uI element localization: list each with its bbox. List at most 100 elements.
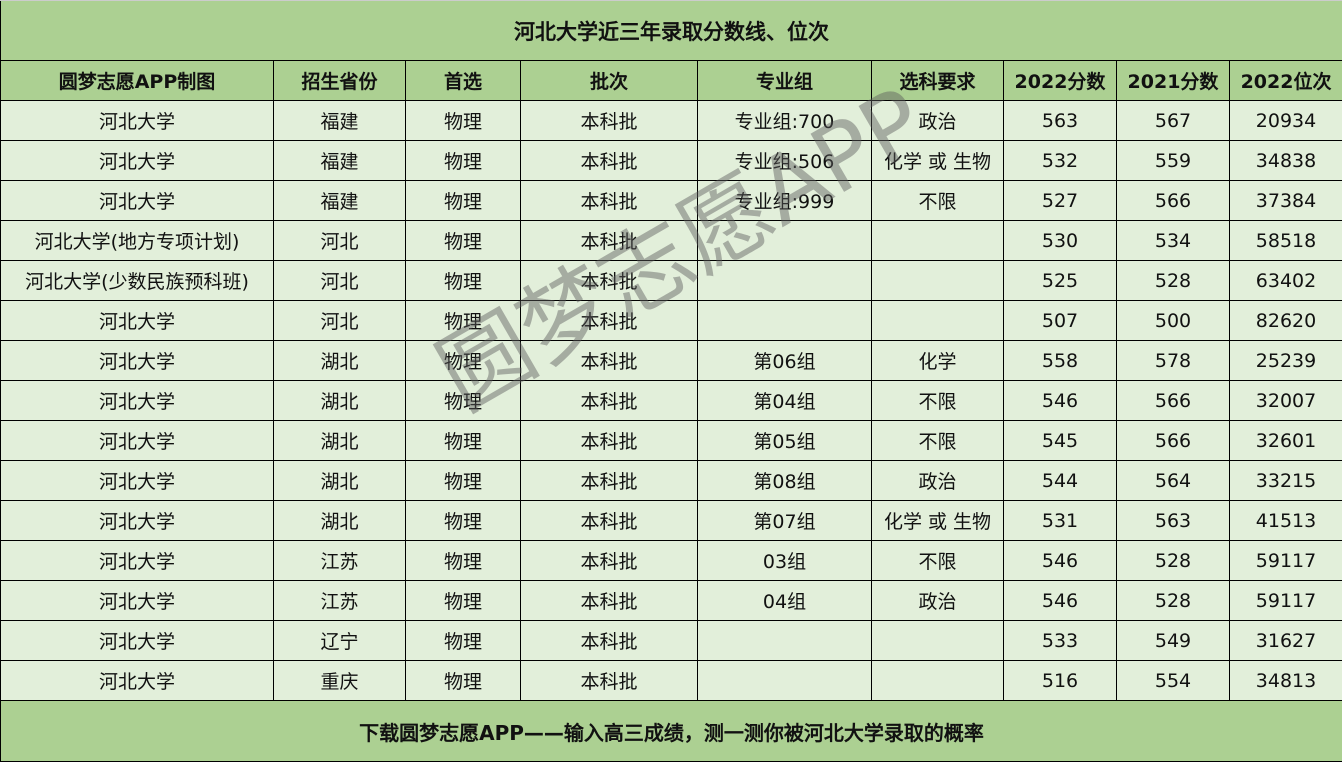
table-cell: 第04组 [698, 381, 872, 421]
table-cell: 湖北 [274, 341, 406, 381]
table-cell: 59117 [1230, 581, 1342, 621]
table-cell: 物理 [406, 141, 521, 181]
table-cell: 河北大学 [1, 141, 274, 181]
table-cell: 525 [1004, 261, 1117, 301]
table-cell: 物理 [406, 101, 521, 141]
table-cell: 河北大学 [1, 381, 274, 421]
table-cell: 559 [1117, 141, 1230, 181]
table-cell: 河北大学(地方专项计划) [1, 221, 274, 261]
table-cell: 本科批 [521, 101, 698, 141]
table-cell: 河北大学 [1, 461, 274, 501]
table-cell: 本科批 [521, 141, 698, 181]
table-cell: 528 [1117, 541, 1230, 581]
table-cell: 545 [1004, 421, 1117, 461]
table-cell: 湖北 [274, 461, 406, 501]
table-cell: 546 [1004, 541, 1117, 581]
table-cell: 专业组:506 [698, 141, 872, 181]
table-cell: 528 [1117, 581, 1230, 621]
table-cell: 533 [1004, 621, 1117, 661]
table-cell: 江苏 [274, 581, 406, 621]
table-cell [698, 261, 872, 301]
column-header: 2022分数 [1004, 61, 1117, 101]
table-cell: 500 [1117, 301, 1230, 341]
table-cell: 528 [1117, 261, 1230, 301]
table-cell [872, 661, 1004, 701]
table-cell: 549 [1117, 621, 1230, 661]
column-header: 选科要求 [872, 61, 1004, 101]
column-header: 批次 [521, 61, 698, 101]
table-cell: 32007 [1230, 381, 1342, 421]
table-cell: 本科批 [521, 381, 698, 421]
table-cell: 546 [1004, 581, 1117, 621]
table-cell: 本科批 [521, 661, 698, 701]
table-cell: 河北 [274, 221, 406, 261]
table-cell [698, 621, 872, 661]
table-cell: 河北大学 [1, 181, 274, 221]
table-cell: 563 [1117, 501, 1230, 541]
column-header: 专业组 [698, 61, 872, 101]
table-cell [872, 301, 1004, 341]
table-cell: 本科批 [521, 341, 698, 381]
table-cell: 564 [1117, 461, 1230, 501]
table-title: 河北大学近三年录取分数线、位次 [1, 1, 1342, 61]
table-cell: 不限 [872, 421, 1004, 461]
table-cell: 本科批 [521, 581, 698, 621]
table-cell: 本科批 [521, 541, 698, 581]
table-cell: 本科批 [521, 501, 698, 541]
table-cell: 03组 [698, 541, 872, 581]
table-cell: 530 [1004, 221, 1117, 261]
table-cell: 不限 [872, 381, 1004, 421]
table-cell: 物理 [406, 221, 521, 261]
table-cell: 516 [1004, 661, 1117, 701]
table-cell: 31627 [1230, 621, 1342, 661]
table-cell: 558 [1004, 341, 1117, 381]
table-cell: 82620 [1230, 301, 1342, 341]
table-cell: 本科批 [521, 461, 698, 501]
table-cell: 本科批 [521, 221, 698, 261]
table-cell [872, 221, 1004, 261]
table-cell: 福建 [274, 181, 406, 221]
table-cell: 578 [1117, 341, 1230, 381]
table-cell: 532 [1004, 141, 1117, 181]
table-cell: 34813 [1230, 661, 1342, 701]
table-cell: 20934 [1230, 101, 1342, 141]
table-cell: 专业组:700 [698, 101, 872, 141]
table-cell: 物理 [406, 421, 521, 461]
table-cell: 湖北 [274, 501, 406, 541]
table-cell: 河北大学 [1, 341, 274, 381]
table-cell: 物理 [406, 381, 521, 421]
table-cell: 本科批 [521, 181, 698, 221]
table-cell: 41513 [1230, 501, 1342, 541]
table-cell: 第05组 [698, 421, 872, 461]
table-cell: 37384 [1230, 181, 1342, 221]
table-cell: 第07组 [698, 501, 872, 541]
table-cell: 物理 [406, 541, 521, 581]
table-cell: 34838 [1230, 141, 1342, 181]
table-cell [872, 261, 1004, 301]
table-cell: 河北大学 [1, 101, 274, 141]
table-cell: 专业组:999 [698, 181, 872, 221]
table-cell: 河北 [274, 261, 406, 301]
table-cell: 河北大学 [1, 501, 274, 541]
table-cell: 物理 [406, 581, 521, 621]
table-cell: 不限 [872, 541, 1004, 581]
table-cell: 河北大学 [1, 301, 274, 341]
table-cell: 河北大学 [1, 621, 274, 661]
table-cell: 534 [1117, 221, 1230, 261]
table-cell: 河北大学(少数民族预科班) [1, 261, 274, 301]
table-cell: 物理 [406, 181, 521, 221]
column-header: 2022位次 [1230, 61, 1342, 101]
table-cell: 河北大学 [1, 541, 274, 581]
table-cell: 本科批 [521, 621, 698, 661]
table-cell: 化学 或 生物 [872, 141, 1004, 181]
table-cell: 本科批 [521, 301, 698, 341]
table-cell: 563 [1004, 101, 1117, 141]
table-cell: 527 [1004, 181, 1117, 221]
